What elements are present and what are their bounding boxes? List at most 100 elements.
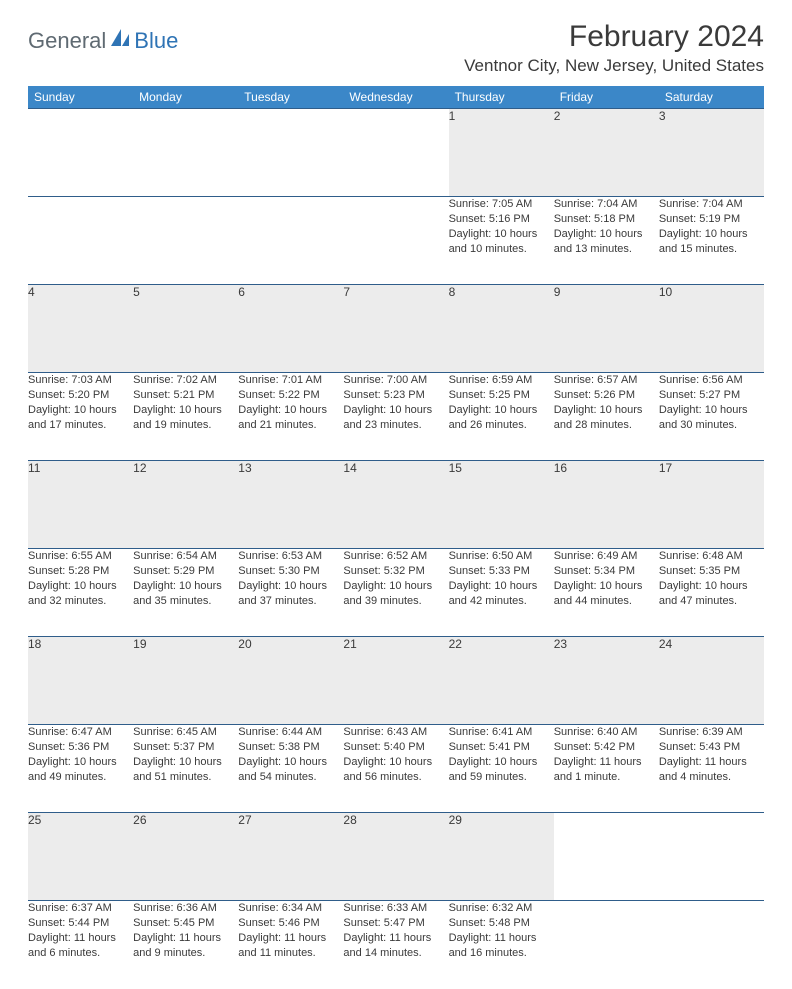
day-number-cell: 7 xyxy=(343,285,448,373)
daylight-text: Daylight: 10 hours and 10 minutes. xyxy=(449,227,554,257)
sunset-text: Sunset: 5:48 PM xyxy=(449,916,554,931)
daylight-text: Daylight: 11 hours and 11 minutes. xyxy=(238,931,343,961)
day-number-cell xyxy=(659,813,764,901)
day-number-cell: 20 xyxy=(238,637,343,725)
day-detail-cell: Sunrise: 6:50 AMSunset: 5:33 PMDaylight:… xyxy=(449,549,554,637)
day-number-cell: 10 xyxy=(659,285,764,373)
day-detail-cell: Sunrise: 7:03 AMSunset: 5:20 PMDaylight:… xyxy=(28,373,133,461)
day-number-cell: 4 xyxy=(28,285,133,373)
sunset-text: Sunset: 5:21 PM xyxy=(133,388,238,403)
day-number-cell: 22 xyxy=(449,637,554,725)
sunset-text: Sunset: 5:28 PM xyxy=(28,564,133,579)
day-detail-cell xyxy=(28,197,133,285)
location: Ventnor City, New Jersey, United States xyxy=(464,56,764,76)
daylight-text: Daylight: 11 hours and 16 minutes. xyxy=(449,931,554,961)
header: General Blue February 2024 Ventnor City,… xyxy=(28,20,764,76)
daylight-text: Daylight: 10 hours and 54 minutes. xyxy=(238,755,343,785)
sunrise-text: Sunrise: 7:05 AM xyxy=(449,197,554,212)
day-detail-cell: Sunrise: 7:04 AMSunset: 5:19 PMDaylight:… xyxy=(659,197,764,285)
sunrise-text: Sunrise: 7:00 AM xyxy=(343,373,448,388)
day-number-cell: 21 xyxy=(343,637,448,725)
logo: General Blue xyxy=(28,20,178,54)
sunset-text: Sunset: 5:19 PM xyxy=(659,212,764,227)
day-number-cell: 19 xyxy=(133,637,238,725)
daylight-text: Daylight: 11 hours and 14 minutes. xyxy=(343,931,448,961)
day-detail-cell: Sunrise: 6:36 AMSunset: 5:45 PMDaylight:… xyxy=(133,901,238,989)
daylight-text: Daylight: 10 hours and 15 minutes. xyxy=(659,227,764,257)
weekday-header: Tuesday xyxy=(238,86,343,109)
day-detail-cell: Sunrise: 6:44 AMSunset: 5:38 PMDaylight:… xyxy=(238,725,343,813)
day-number-cell: 1 xyxy=(449,109,554,197)
day-detail-cell: Sunrise: 7:02 AMSunset: 5:21 PMDaylight:… xyxy=(133,373,238,461)
sunset-text: Sunset: 5:16 PM xyxy=(449,212,554,227)
sunrise-text: Sunrise: 6:48 AM xyxy=(659,549,764,564)
daylight-text: Daylight: 11 hours and 9 minutes. xyxy=(133,931,238,961)
sunset-text: Sunset: 5:30 PM xyxy=(238,564,343,579)
day-number-cell: 23 xyxy=(554,637,659,725)
day-number-row: 45678910 xyxy=(28,285,764,373)
day-detail-cell: Sunrise: 6:52 AMSunset: 5:32 PMDaylight:… xyxy=(343,549,448,637)
day-detail-cell: Sunrise: 6:39 AMSunset: 5:43 PMDaylight:… xyxy=(659,725,764,813)
daylight-text: Daylight: 11 hours and 4 minutes. xyxy=(659,755,764,785)
day-detail-row: Sunrise: 7:03 AMSunset: 5:20 PMDaylight:… xyxy=(28,373,764,461)
daylight-text: Daylight: 10 hours and 44 minutes. xyxy=(554,579,659,609)
day-number-cell: 14 xyxy=(343,461,448,549)
day-detail-cell: Sunrise: 6:45 AMSunset: 5:37 PMDaylight:… xyxy=(133,725,238,813)
sunrise-text: Sunrise: 6:43 AM xyxy=(343,725,448,740)
calendar-table: SundayMondayTuesdayWednesdayThursdayFrid… xyxy=(28,86,764,989)
weekday-header: Sunday xyxy=(28,86,133,109)
sunset-text: Sunset: 5:36 PM xyxy=(28,740,133,755)
sunset-text: Sunset: 5:25 PM xyxy=(449,388,554,403)
sunrise-text: Sunrise: 6:49 AM xyxy=(554,549,659,564)
day-number-cell: 27 xyxy=(238,813,343,901)
day-detail-cell: Sunrise: 6:57 AMSunset: 5:26 PMDaylight:… xyxy=(554,373,659,461)
sunrise-text: Sunrise: 6:40 AM xyxy=(554,725,659,740)
sunset-text: Sunset: 5:18 PM xyxy=(554,212,659,227)
weekday-header: Friday xyxy=(554,86,659,109)
day-number-cell: 12 xyxy=(133,461,238,549)
day-number-cell xyxy=(343,109,448,197)
day-number-cell xyxy=(554,813,659,901)
day-detail-cell xyxy=(343,197,448,285)
day-number-cell xyxy=(133,109,238,197)
logo-text-blue: Blue xyxy=(134,28,178,54)
sunset-text: Sunset: 5:40 PM xyxy=(343,740,448,755)
weekday-header: Monday xyxy=(133,86,238,109)
sunrise-text: Sunrise: 6:36 AM xyxy=(133,901,238,916)
daylight-text: Daylight: 10 hours and 51 minutes. xyxy=(133,755,238,785)
day-detail-cell: Sunrise: 6:37 AMSunset: 5:44 PMDaylight:… xyxy=(28,901,133,989)
weekday-header: Wednesday xyxy=(343,86,448,109)
day-number-cell: 26 xyxy=(133,813,238,901)
day-number-cell: 28 xyxy=(343,813,448,901)
daylight-text: Daylight: 10 hours and 37 minutes. xyxy=(238,579,343,609)
daylight-text: Daylight: 10 hours and 30 minutes. xyxy=(659,403,764,433)
day-number-cell: 11 xyxy=(28,461,133,549)
daylight-text: Daylight: 10 hours and 56 minutes. xyxy=(343,755,448,785)
title-block: February 2024 Ventnor City, New Jersey, … xyxy=(464,20,764,76)
sunrise-text: Sunrise: 6:57 AM xyxy=(554,373,659,388)
daylight-text: Daylight: 10 hours and 13 minutes. xyxy=(554,227,659,257)
sunrise-text: Sunrise: 6:47 AM xyxy=(28,725,133,740)
day-detail-row: Sunrise: 7:05 AMSunset: 5:16 PMDaylight:… xyxy=(28,197,764,285)
sunset-text: Sunset: 5:41 PM xyxy=(449,740,554,755)
daylight-text: Daylight: 10 hours and 39 minutes. xyxy=(343,579,448,609)
daylight-text: Daylight: 11 hours and 1 minute. xyxy=(554,755,659,785)
daylight-text: Daylight: 10 hours and 19 minutes. xyxy=(133,403,238,433)
day-detail-cell: Sunrise: 6:41 AMSunset: 5:41 PMDaylight:… xyxy=(449,725,554,813)
day-detail-row: Sunrise: 6:47 AMSunset: 5:36 PMDaylight:… xyxy=(28,725,764,813)
day-number-row: 123 xyxy=(28,109,764,197)
sunset-text: Sunset: 5:34 PM xyxy=(554,564,659,579)
sunrise-text: Sunrise: 6:53 AM xyxy=(238,549,343,564)
day-detail-cell: Sunrise: 6:55 AMSunset: 5:28 PMDaylight:… xyxy=(28,549,133,637)
sunrise-text: Sunrise: 6:50 AM xyxy=(449,549,554,564)
day-number-cell xyxy=(238,109,343,197)
day-detail-cell: Sunrise: 6:32 AMSunset: 5:48 PMDaylight:… xyxy=(449,901,554,989)
daylight-text: Daylight: 10 hours and 59 minutes. xyxy=(449,755,554,785)
sunset-text: Sunset: 5:32 PM xyxy=(343,564,448,579)
day-detail-cell: Sunrise: 6:53 AMSunset: 5:30 PMDaylight:… xyxy=(238,549,343,637)
day-detail-cell xyxy=(659,901,764,989)
day-detail-cell: Sunrise: 6:49 AMSunset: 5:34 PMDaylight:… xyxy=(554,549,659,637)
sunset-text: Sunset: 5:37 PM xyxy=(133,740,238,755)
sunset-text: Sunset: 5:20 PM xyxy=(28,388,133,403)
sunset-text: Sunset: 5:29 PM xyxy=(133,564,238,579)
